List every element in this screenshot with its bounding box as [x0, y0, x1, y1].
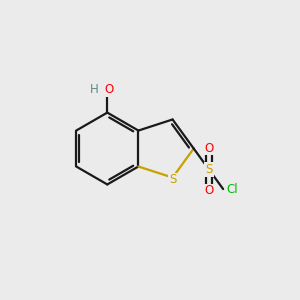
Text: S: S — [205, 163, 213, 176]
Text: Cl: Cl — [226, 182, 238, 196]
Text: H: H — [90, 83, 99, 96]
Text: O: O — [204, 142, 214, 155]
Text: O: O — [204, 184, 214, 197]
Text: S: S — [169, 173, 176, 186]
Text: O: O — [104, 83, 113, 96]
